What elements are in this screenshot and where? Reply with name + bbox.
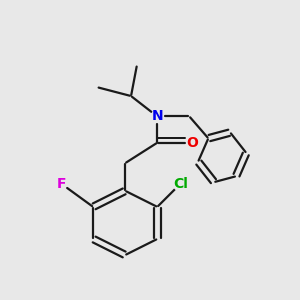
Circle shape	[172, 176, 189, 192]
Text: F: F	[56, 176, 66, 190]
Circle shape	[186, 136, 199, 149]
Text: N: N	[152, 110, 163, 124]
Circle shape	[151, 110, 164, 123]
Text: Cl: Cl	[173, 176, 188, 190]
Circle shape	[55, 178, 67, 189]
Text: O: O	[186, 136, 198, 150]
